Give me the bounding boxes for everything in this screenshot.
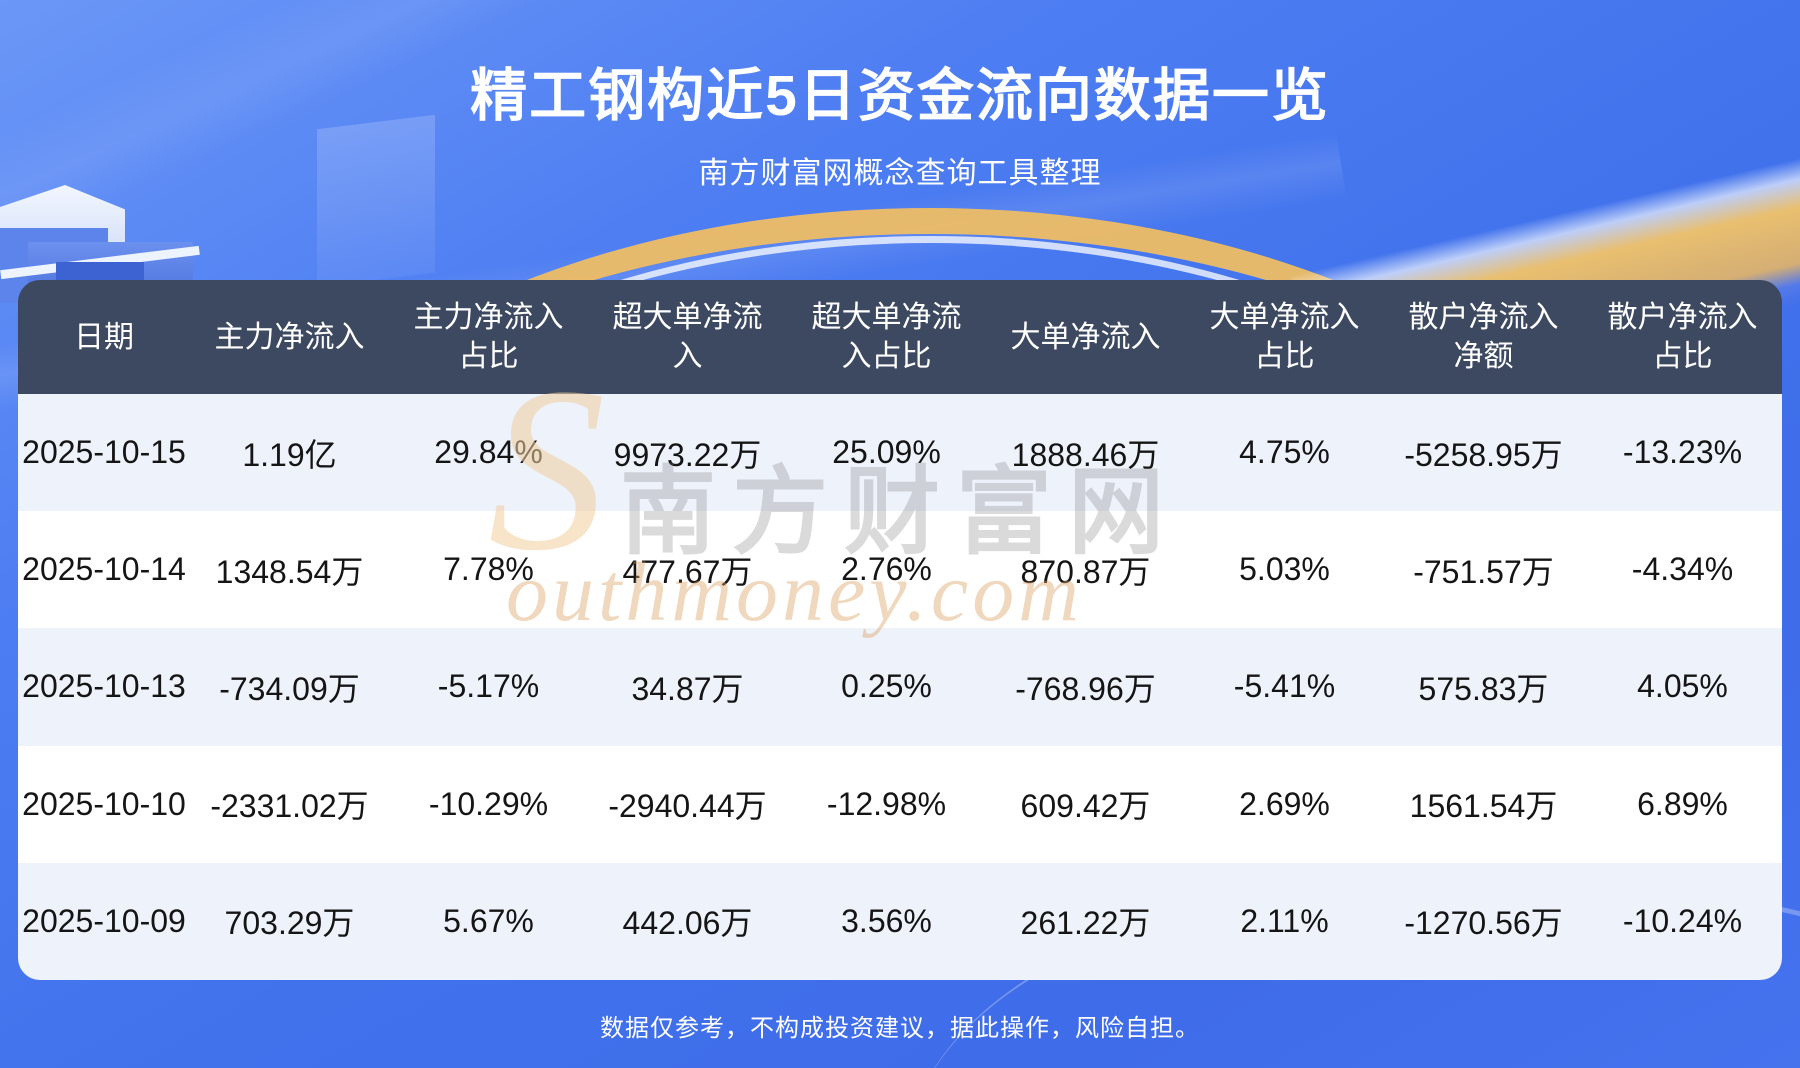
table-cell: -10.29% [389, 745, 588, 863]
table-cell: 29.84% [389, 394, 588, 512]
disclaimer-text: 数据仅参考，不构成投资建议，据此操作，风险自担。 [600, 1015, 1200, 1042]
column-header-main-net-inflow: 主力净流入 [190, 280, 389, 394]
table-cell: 2025-10-10 [18, 745, 190, 863]
table-row: 2025-10-10 -2331.02万 -10.29% -2940.44万 -… [18, 745, 1782, 863]
table-cell: 4.75% [1185, 394, 1384, 512]
column-header-super-large-net-inflow: 超大单净流 入 [588, 280, 787, 394]
table-cell: 2.76% [787, 511, 986, 629]
table-cell: 477.67万 [588, 511, 787, 629]
table-cell: 7.78% [389, 511, 588, 629]
column-header-main-net-inflow-pct: 主力净流入 占比 [389, 280, 588, 394]
table-cell: -5.17% [389, 628, 588, 746]
table-cell: 575.83万 [1384, 628, 1583, 746]
table-cell: 1561.54万 [1384, 745, 1583, 863]
table-cell: -734.09万 [190, 628, 389, 746]
table-row: 2025-10-13 -734.09万 -5.17% 34.87万 0.25% … [18, 628, 1782, 746]
column-header-large-net-inflow-pct: 大单净流入 占比 [1185, 280, 1384, 394]
table-cell: 442.06万 [588, 862, 787, 980]
table-cell: 2025-10-14 [18, 511, 190, 629]
table-cell: 2025-10-13 [18, 628, 190, 746]
table-cell: -12.98% [787, 745, 986, 863]
column-header-super-large-net-inflow-pct: 超大单净流 入占比 [787, 280, 986, 394]
table-cell: -768.96万 [986, 628, 1185, 746]
table-cell: 609.42万 [986, 745, 1185, 863]
table-cell: 34.87万 [588, 628, 787, 746]
table-cell: 4.05% [1583, 628, 1782, 746]
building-decor [0, 245, 200, 280]
column-header-retail-net-inflow-pct: 散户净流入 占比 [1583, 280, 1782, 394]
fund-flow-table-card: 日期 主力净流入 主力净流入 占比 超大单净流 入 超大单净流 入占比 大单净流… [18, 280, 1782, 980]
table-cell: -13.23% [1583, 394, 1782, 512]
table-cell: -1270.56万 [1384, 862, 1583, 980]
table-cell: 1888.46万 [986, 394, 1185, 512]
table-cell: 9973.22万 [588, 394, 787, 512]
table-row: 2025-10-09 703.29万 5.67% 442.06万 3.56% 2… [18, 862, 1782, 980]
table-cell: 6.89% [1583, 745, 1782, 863]
table-cell: 1348.54万 [190, 511, 389, 629]
table-cell: -2331.02万 [190, 745, 389, 863]
table-cell: 2.11% [1185, 862, 1384, 980]
column-header-date: 日期 [18, 280, 190, 394]
table-cell: 2.69% [1185, 745, 1384, 863]
page-title: 精工钢构近5日资金流向数据一览 [470, 64, 1330, 128]
table-row: 2025-10-14 1348.54万 7.78% 477.67万 2.76% … [18, 511, 1782, 629]
table-cell: 2025-10-15 [18, 394, 190, 512]
table-cell: -4.34% [1583, 511, 1782, 629]
table-cell: 5.67% [389, 862, 588, 980]
table-row: 2025-10-15 1.19亿 29.84% 9973.22万 25.09% … [18, 394, 1782, 512]
table-cell: -751.57万 [1384, 511, 1583, 629]
table-cell: 870.87万 [986, 511, 1185, 629]
table-cell: 703.29万 [190, 862, 389, 980]
header-row: 日期 主力净流入 主力净流入 占比 超大单净流 入 超大单净流 入占比 大单净流… [18, 280, 1782, 394]
column-header-large-net-inflow: 大单净流入 [986, 280, 1185, 394]
table-cell: 5.03% [1185, 511, 1384, 629]
table-cell: 25.09% [787, 394, 986, 512]
table-cell: -5258.95万 [1384, 394, 1583, 512]
table-cell: 0.25% [787, 628, 986, 746]
building-decor [0, 185, 125, 243]
glass-panel-decor [317, 114, 435, 288]
fund-flow-table: 日期 主力净流入 主力净流入 占比 超大单净流 入 超大单净流 入占比 大单净流… [18, 280, 1782, 980]
table-cell: -5.41% [1185, 628, 1384, 746]
table-cell: 3.56% [787, 862, 986, 980]
table-cell: 2025-10-09 [18, 862, 190, 980]
table-cell: -2940.44万 [588, 745, 787, 863]
table-cell: 1.19亿 [190, 394, 389, 512]
column-header-retail-net-inflow: 散户净流入 净额 [1384, 280, 1583, 394]
table-cell: -10.24% [1583, 862, 1782, 980]
page-subtitle: 南方财富网概念查询工具整理 [698, 157, 1102, 190]
table-cell: 261.22万 [986, 862, 1185, 980]
